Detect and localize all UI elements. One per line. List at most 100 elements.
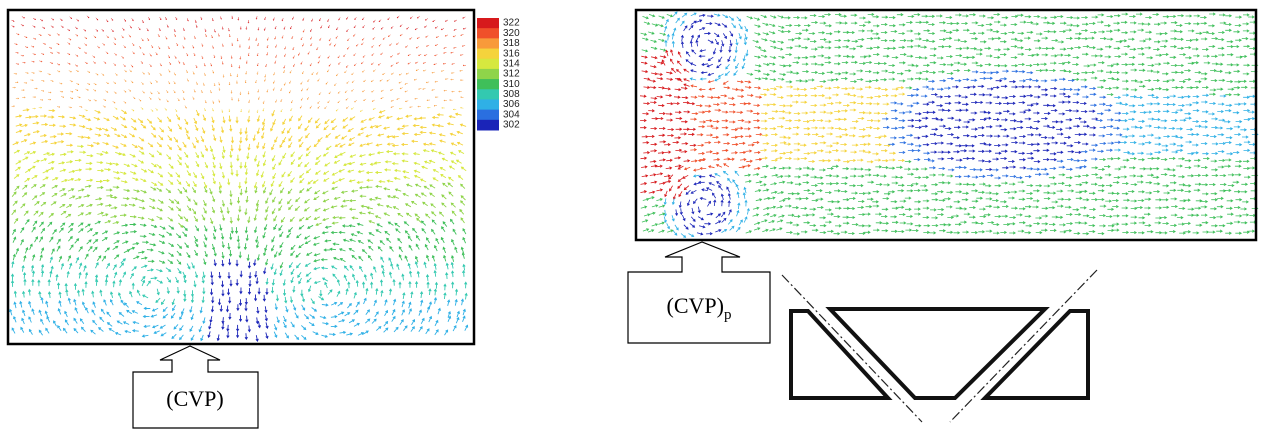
vector-arrow xyxy=(1107,158,1113,161)
vector-arrow xyxy=(652,24,658,27)
vector-arrow xyxy=(673,12,677,16)
vector-arrow xyxy=(396,189,402,191)
vector-arrow xyxy=(348,282,351,288)
vector-arrow xyxy=(267,45,268,48)
vector-arrow xyxy=(930,54,936,57)
vector-arrow xyxy=(882,166,888,169)
vector-arrow xyxy=(371,126,377,129)
vector-arrow xyxy=(196,110,199,116)
vector-arrow xyxy=(194,36,195,39)
vector-arrow xyxy=(48,292,51,298)
vector-arrow xyxy=(699,226,705,228)
vector-arrow xyxy=(220,136,222,142)
vector-arrow xyxy=(59,301,61,307)
vector-arrow xyxy=(1009,232,1015,235)
vector-arrow xyxy=(308,286,310,292)
vector-arrow xyxy=(11,281,14,287)
vector-arrow xyxy=(971,190,977,193)
vector-arrow xyxy=(354,323,359,326)
vector-arrow xyxy=(105,221,111,223)
vector-arrow xyxy=(1067,145,1073,148)
vector-arrow xyxy=(320,290,323,296)
vector-arrow xyxy=(1244,149,1250,152)
vector-arrow xyxy=(778,16,784,19)
vector-arrow xyxy=(168,172,172,176)
vector-arrow xyxy=(229,250,232,256)
vector-arrow xyxy=(1192,120,1198,123)
vector-arrow xyxy=(1075,222,1081,224)
vector-arrow xyxy=(769,63,775,65)
vector-arrow xyxy=(25,116,31,119)
vector-arrow xyxy=(969,150,975,153)
vector-arrow xyxy=(124,19,126,22)
vector-arrow xyxy=(1233,181,1239,184)
vector-arrow xyxy=(1148,94,1154,96)
vector-arrow xyxy=(356,281,358,287)
vector-arrow xyxy=(920,46,926,49)
vector-arrow xyxy=(68,229,72,233)
vector-arrow xyxy=(970,168,976,171)
vector-arrow xyxy=(314,236,320,239)
vector-arrow xyxy=(240,137,243,143)
vector-arrow xyxy=(717,165,723,168)
vector-arrow xyxy=(59,125,65,128)
vector-arrow xyxy=(1225,93,1231,96)
vector-arrow xyxy=(1025,232,1031,235)
vector-arrow xyxy=(753,40,759,42)
vector-arrow xyxy=(649,191,655,193)
vector-arrow xyxy=(308,180,313,184)
vector-arrow xyxy=(1058,182,1064,185)
vector-arrow xyxy=(169,226,174,230)
vector-arrow xyxy=(1065,127,1071,129)
vector-arrow xyxy=(827,167,833,170)
vector-arrow xyxy=(937,57,943,60)
vector-arrow xyxy=(48,116,54,119)
vector-arrow xyxy=(332,266,337,269)
vector-arrow xyxy=(12,230,15,235)
vector-arrow xyxy=(124,46,126,48)
vector-arrow xyxy=(420,292,423,298)
vector-arrow xyxy=(377,224,382,227)
vector-arrow xyxy=(314,217,319,220)
vector-arrow xyxy=(59,83,62,84)
vector-arrow xyxy=(780,142,786,145)
vector-arrow xyxy=(114,37,116,39)
vector-arrow xyxy=(761,120,767,122)
vector-arrow xyxy=(756,133,762,135)
vector-arrow xyxy=(331,316,337,318)
vector-arrow xyxy=(732,23,736,28)
vector-arrow xyxy=(363,55,365,57)
vector-arrow xyxy=(111,29,113,31)
vector-arrow xyxy=(900,222,906,225)
vector-arrow xyxy=(1145,198,1151,201)
vector-arrow xyxy=(430,143,436,145)
vector-arrow xyxy=(461,196,465,200)
vector-arrow xyxy=(413,229,417,233)
vector-arrow xyxy=(374,300,377,306)
vector-arrow xyxy=(99,328,104,332)
vector-arrow xyxy=(282,128,285,133)
vector-arrow xyxy=(689,128,695,131)
vector-arrow xyxy=(364,80,366,82)
vector-arrow xyxy=(412,320,415,325)
vector-arrow xyxy=(660,56,666,59)
vector-arrow xyxy=(784,197,790,200)
vector-arrow xyxy=(729,16,734,20)
vector-arrow xyxy=(881,215,887,218)
vector-arrow xyxy=(874,112,880,115)
vector-arrow xyxy=(979,183,985,186)
vector-arrow xyxy=(114,43,116,45)
vector-arrow xyxy=(409,271,412,277)
vector-arrow xyxy=(177,43,178,46)
vector-arrow xyxy=(865,112,871,115)
vector-arrow xyxy=(403,125,409,128)
vector-arrow xyxy=(158,46,160,49)
vector-arrow xyxy=(246,196,248,202)
vector-arrow xyxy=(1002,97,1008,100)
vector-arrow xyxy=(60,169,66,171)
vector-arrow xyxy=(1089,110,1095,113)
vector-arrow xyxy=(421,300,423,306)
vector-arrow xyxy=(1026,225,1032,228)
vector-arrow xyxy=(1020,167,1026,170)
vector-arrow xyxy=(328,25,330,28)
